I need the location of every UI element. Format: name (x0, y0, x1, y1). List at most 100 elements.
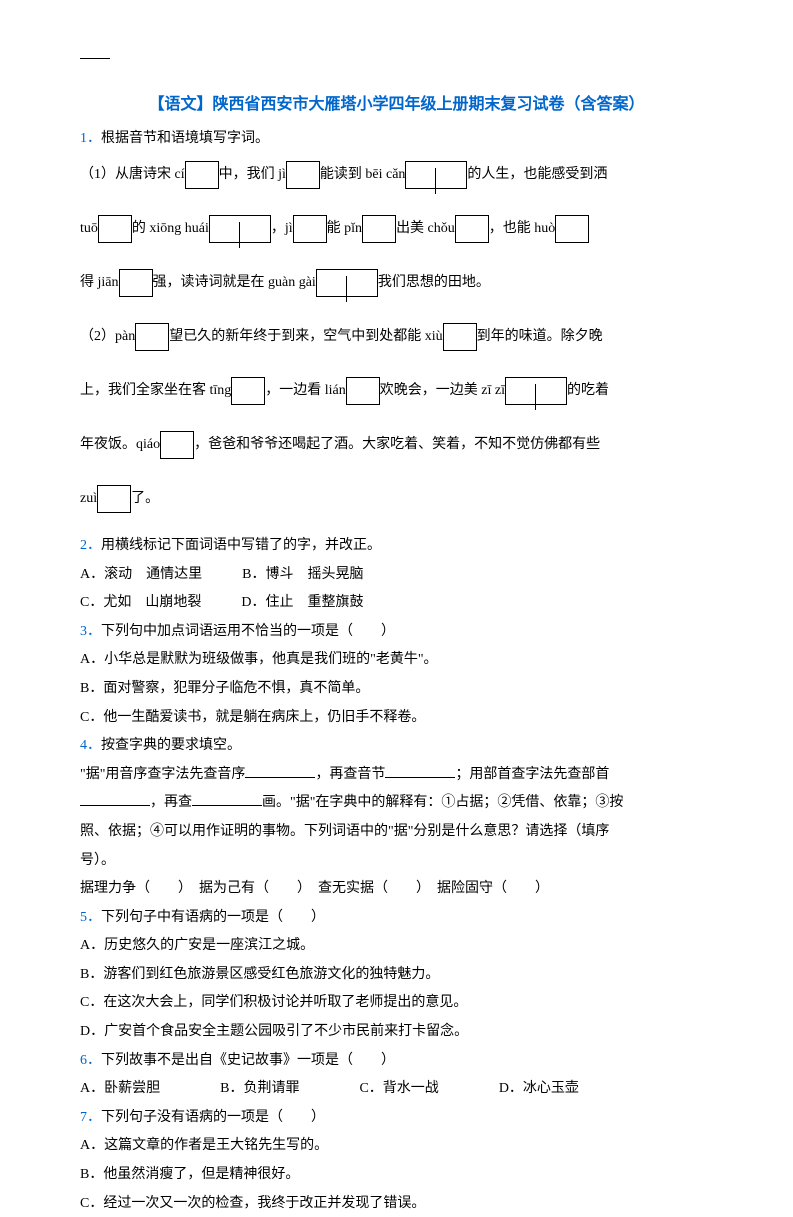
blank-box-double[interactable] (405, 161, 467, 189)
blank-box[interactable] (160, 431, 194, 459)
q1-p4c: 到年的味道。除夕晚 (477, 324, 603, 351)
q3-opt-a: A．小华总是默默为班级做事，他真是我们班的"老黄牛"。 (80, 647, 713, 674)
q7-stem: 7．下列句子没有语病的一项是（ ） (80, 1105, 713, 1132)
blank-box[interactable] (119, 269, 153, 297)
q4-l2a: ，再查 (150, 795, 192, 810)
fill-blank[interactable] (192, 791, 262, 806)
q6-options: A．卧薪尝胆 B．负荆请罪 C．背水一战 D．冰心玉壶 (80, 1076, 713, 1103)
q1-p3b: 强，读诗词就是在 guàn gài (153, 270, 316, 297)
q1-p2e: 出美 chǒu (396, 216, 455, 243)
q4-line5: 据理力争（ ） 据为己有（ ） 查无实据（ ） 据险固守（ ） (80, 876, 713, 903)
q7-opt-b: B．他虽然消瘦了，但是精神很好。 (80, 1162, 713, 1189)
q1-p4b: 望已久的新年终于到来，空气中到处都能 xiù (169, 324, 442, 351)
q1-stem: 1．根据音节和语境填写字词。 (80, 126, 713, 153)
q2-stem: 2．用横线标记下面词语中写错了的字，并改正。 (80, 533, 713, 560)
page-title: 【语文】陕西省西安市大雁塔小学四年级上册期末复习试卷（含答案） (80, 90, 713, 120)
q1-p6b: ，爸爸和爷爷还喝起了酒。大家吃着、笑着，不知不觉仿佛都有些 (194, 432, 600, 459)
q2-opt-a: A．滚动 通情达里 (80, 562, 202, 589)
q3-stem: 3．下列句中加点词语运用不恰当的一项是（ ） (80, 619, 713, 646)
blank-box[interactable] (231, 377, 265, 405)
blank-box-double[interactable] (505, 377, 567, 405)
q6-stem-text: 下列故事不是出自《史记故事》一项是（ ） (101, 1053, 395, 1068)
q4-l1a: "据"用音序查字法先查音序 (80, 767, 245, 782)
q2-opt-d: D．住止 重整旗鼓 (241, 590, 363, 617)
q1-number: 1． (80, 131, 101, 146)
q1-p2f: ，也能 huò (489, 216, 556, 243)
q2-row2: C．尤如 山崩地裂 D．住止 重整旗鼓 (80, 590, 713, 617)
blank-box[interactable] (98, 215, 132, 243)
q1-para2: tuō 的 xiōng huái ，jì 能 pǐn 出美 chǒu ，也能 h… (80, 209, 713, 249)
blank-box[interactable] (97, 485, 131, 513)
q1-p2b: 的 xiōng huái (132, 216, 209, 243)
q4-number: 4． (80, 738, 101, 753)
q4-l2b: 画。"据"在字典中的解释有：①占据；②凭借、依靠；③按 (262, 795, 623, 810)
q4-line2: ，再查 画。"据"在字典中的解释有：①占据；②凭借、依靠；③按 (80, 790, 713, 817)
q4-stem-text: 按查字典的要求填空。 (101, 738, 241, 753)
q1-p1c: 能读到 bēi cǎn (320, 162, 406, 189)
q1-p3a: 得 jiān (80, 270, 119, 297)
q1-p5c: 欢晚会，一边美 zī zī (380, 378, 505, 405)
blank-box[interactable] (185, 161, 219, 189)
q6-opt-a: A．卧薪尝胆 (80, 1076, 160, 1103)
q1-para6: 年夜饭。qiáo ，爸爸和爷爷还喝起了酒。大家吃着、笑着，不知不觉仿佛都有些 (80, 425, 713, 465)
q4-line1: "据"用音序查字法先查音序 ，再查音节 ；用部首查字法先查部首 (80, 762, 713, 789)
q1-para4: （2）pàn 望已久的新年终于到来，空气中到处都能 xiù 到年的味道。除夕晚 (80, 317, 713, 357)
q7-opt-a: A．这篇文章的作者是王大铭先生写的。 (80, 1133, 713, 1160)
q1-p2d: 能 pǐn (327, 216, 362, 243)
q4-l1b: ，再查音节 (315, 767, 385, 782)
blank-box[interactable] (293, 215, 327, 243)
blank-box[interactable] (455, 215, 489, 243)
q5-stem: 5．下列句子中有语病的一项是（ ） (80, 905, 713, 932)
q2-opt-b: B．博斗 摇头晃脑 (242, 562, 363, 589)
blank-box[interactable] (362, 215, 396, 243)
q6-number: 6． (80, 1053, 101, 1068)
q1-para7: zuì 了。 (80, 479, 713, 519)
q1-p2a: tuō (80, 216, 98, 243)
q1-p5d: 的吃着 (567, 378, 609, 405)
fill-blank[interactable] (80, 791, 150, 806)
q1-p6a: 年夜饭。qiáo (80, 432, 160, 459)
q1-p5a: 上，我们全家坐在客 tīng (80, 378, 231, 405)
q3-opt-c: C．他一生酷爱读书，就是躺在病床上，仍旧手不释卷。 (80, 705, 713, 732)
fill-blank[interactable] (245, 762, 315, 777)
q7-number: 7． (80, 1110, 101, 1125)
blank-box[interactable] (286, 161, 320, 189)
q3-stem-text: 下列句中加点词语运用不恰当的一项是（ ） (101, 624, 395, 639)
q1-para5: 上，我们全家坐在客 tīng ，一边看 lián 欢晚会，一边美 zī zī 的… (80, 371, 713, 411)
q5-number: 5． (80, 910, 101, 925)
q1-p7b: 了。 (131, 486, 159, 513)
q6-opt-d: D．冰心玉壶 (499, 1076, 579, 1103)
q6-opt-c: C．背水一战 (359, 1076, 438, 1103)
q4-line3: 照、依据；④可以用作证明的事物。下列词语中的"据"分别是什么意思？请选择（填序 (80, 819, 713, 846)
q6-opt-b: B．负荆请罪 (220, 1076, 299, 1103)
q5-opt-c: C．在这次大会上，同学们积极讨论并听取了老师提出的意见。 (80, 990, 713, 1017)
blank-box[interactable] (135, 323, 169, 351)
fill-blank[interactable] (385, 762, 455, 777)
q3-opt-b: B．面对警察，犯罪分子临危不惧，真不简单。 (80, 676, 713, 703)
q1-p4a: （2）pàn (80, 324, 135, 351)
q1-stem-text: 根据音节和语境填写字词。 (101, 131, 269, 146)
q3-number: 3． (80, 624, 101, 639)
q1-p1d: 的人生，也能感受到洒 (467, 162, 607, 189)
blank-box[interactable] (443, 323, 477, 351)
q5-opt-b: B．游客们到红色旅游景区感受红色旅游文化的独特魅力。 (80, 962, 713, 989)
q2-opt-c: C．尤如 山崩地裂 (80, 590, 201, 617)
q2-number: 2． (80, 538, 101, 553)
q1-p2c: ，jì (271, 216, 293, 243)
q1-p1b: 中，我们 jì (219, 162, 286, 189)
blank-box[interactable] (555, 215, 589, 243)
q1-para1: （1）从唐诗宋 cí 中，我们 jì 能读到 bēi cǎn 的人生，也能感受到… (80, 155, 713, 195)
q2-stem-text: 用横线标记下面词语中写错了的字，并改正。 (101, 538, 381, 553)
q1-p3c: 我们思想的田地。 (378, 270, 490, 297)
blank-box-double[interactable] (316, 269, 378, 297)
q1-para3: 得 jiān 强，读诗词就是在 guàn gài 我们思想的田地。 (80, 263, 713, 303)
blank-box[interactable] (346, 377, 380, 405)
q4-stem: 4．按查字典的要求填空。 (80, 733, 713, 760)
blank-box-double[interactable] (209, 215, 271, 243)
q2-row1: A．滚动 通情达里 B．博斗 摇头晃脑 (80, 562, 713, 589)
q6-stem: 6．下列故事不是出自《史记故事》一项是（ ） (80, 1048, 713, 1075)
q5-opt-d: D．广安首个食品安全主题公园吸引了不少市民前来打卡留念。 (80, 1019, 713, 1046)
q5-stem-text: 下列句子中有语病的一项是（ ） (101, 910, 325, 925)
q4-l1c: ；用部首查字法先查部首 (455, 767, 609, 782)
q4-line4: 号）。 (80, 848, 713, 875)
